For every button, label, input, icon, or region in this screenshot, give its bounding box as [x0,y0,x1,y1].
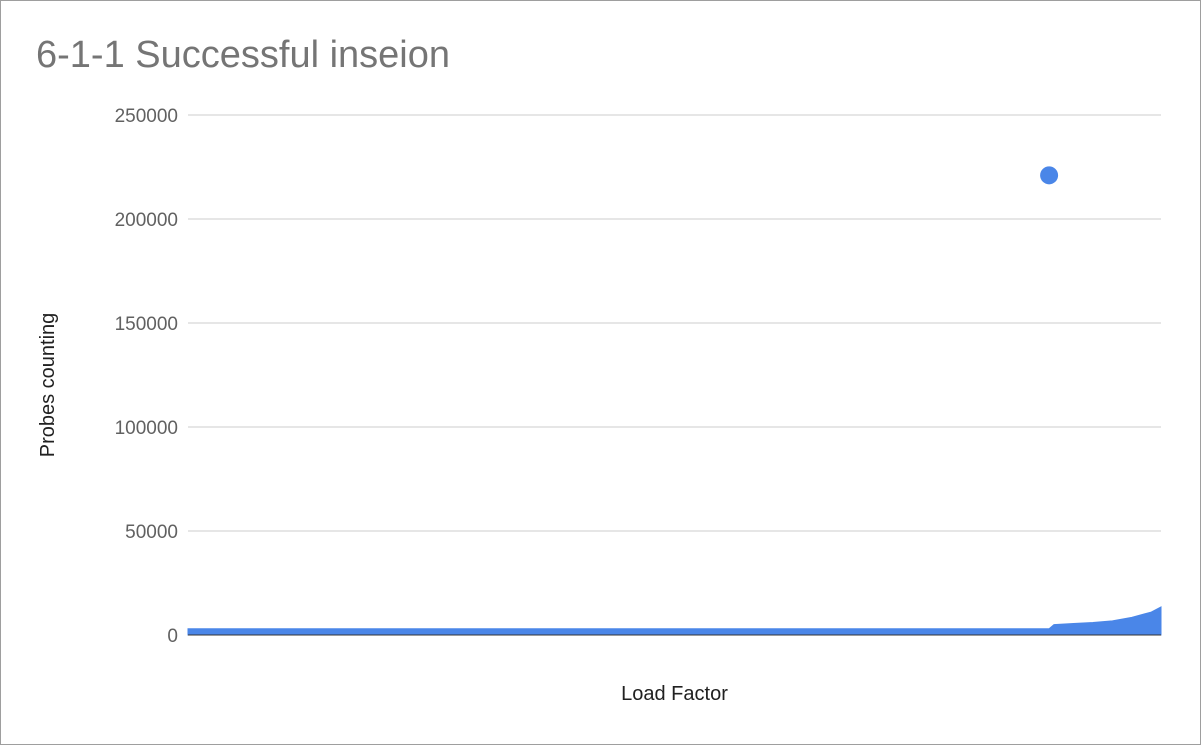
chart-title: 6-1-1 Successful inseion [36,34,450,76]
grid-layer [188,114,1161,532]
y-tick-label: 250000 [115,106,178,127]
series-area [187,606,1162,636]
series-layer [187,166,1162,636]
y-tick-label: 0 [167,626,178,647]
y-tick-labels: 0 50000 100000 150000 200000 250000 [115,106,178,647]
y-tick-label: 50000 [125,522,178,543]
x-axis-title: Load Factor [621,683,728,705]
y-tick-label: 100000 [115,418,178,439]
y-tick-label: 200000 [115,210,178,231]
y-axis-title: Probes counting [37,313,59,458]
y-tick-label: 150000 [115,314,178,335]
outlier-point [1040,166,1059,185]
